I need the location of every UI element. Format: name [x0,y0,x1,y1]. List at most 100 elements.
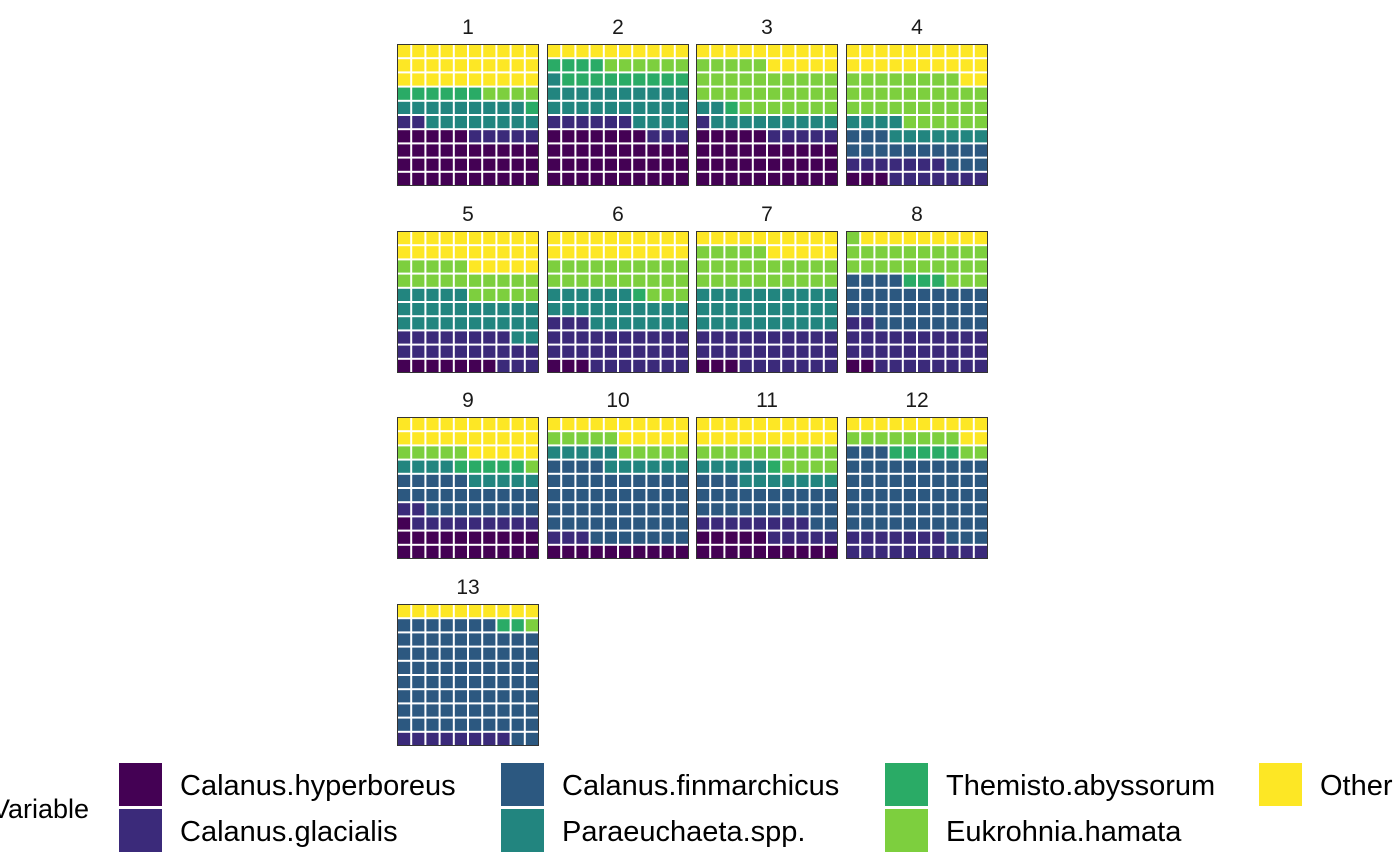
waffle-cell [483,116,496,129]
waffle-cell [483,704,496,717]
waffle-cell [861,288,874,301]
panel-border [547,44,689,186]
waffle-cell [889,274,902,287]
waffle-cell [824,503,837,516]
waffle-cell [918,503,931,516]
waffle-cell [633,489,646,502]
waffle-cell [562,172,575,185]
waffle-cell [697,232,710,245]
waffle-cell [861,45,874,58]
waffle-cell [847,158,860,171]
waffle-cell [576,232,589,245]
waffle-cell [960,274,973,287]
waffle-cell [974,246,987,259]
legend-label: Eukrohnia.hamata [946,816,1182,848]
waffle-cell [633,474,646,487]
waffle-cell [576,288,589,301]
waffle-cell [548,460,561,473]
waffle-cell [974,158,987,171]
waffle-cell [960,359,973,372]
waffle-cell [590,260,603,273]
waffle-cell [918,474,931,487]
waffle-cell [619,87,632,100]
waffle-cell [633,260,646,273]
waffle-cell [810,116,823,129]
waffle-cell [861,303,874,316]
waffle-cell [753,345,766,358]
waffle-cell [525,246,538,259]
waffle-cell [918,130,931,143]
waffle-cell [647,331,660,344]
waffle-cell [576,446,589,459]
waffle-cell [675,59,688,72]
waffle-cell [633,317,646,330]
waffle-cell [739,345,752,358]
waffle-cell [398,517,411,530]
waffle-cell [576,545,589,558]
waffle-cell [525,503,538,516]
legend-item: Paraeuchaeta.spp. [501,809,805,852]
waffle-cell [861,489,874,502]
waffle-cell [903,288,916,301]
panel-1: 1 [397,16,539,186]
waffle-cell [469,545,482,558]
waffle-cell [511,647,524,660]
waffle-cell [497,116,510,129]
waffle-cell [562,130,575,143]
waffle-cell [782,545,795,558]
waffle-cell [576,116,589,129]
waffle-cell [960,246,973,259]
waffle-cell [604,517,617,530]
waffle-cell [661,531,674,544]
waffle-cell [875,45,888,58]
waffle-cell [398,274,411,287]
waffle-cell [440,545,453,558]
waffle-cell [562,232,575,245]
waffle-cell [796,101,809,114]
waffle-cell [782,260,795,273]
waffle-cell [675,489,688,502]
waffle-cell [974,503,987,516]
waffle-cell [590,232,603,245]
waffle-cell [889,317,902,330]
waffle-cell [824,460,837,473]
waffle-cell [753,418,766,431]
waffle-cell [661,73,674,86]
waffle-cell [440,59,453,72]
waffle-cell [483,144,496,157]
waffle-cell [562,545,575,558]
waffle-cell [932,303,945,316]
waffle-cell [454,274,467,287]
waffle-cell [711,345,724,358]
waffle-cell [398,676,411,689]
waffle-cell [875,274,888,287]
waffle-cell [440,418,453,431]
legend-key [501,809,544,852]
waffle-cell [824,303,837,316]
waffle-cell [711,517,724,530]
waffle-cell [483,605,496,618]
waffle-cell [918,59,931,72]
waffle-cell [810,460,823,473]
waffle-cell [619,517,632,530]
waffle-cell [932,116,945,129]
waffle-cell [469,101,482,114]
panel-title: 1 [462,16,474,39]
waffle-cell [739,59,752,72]
waffle-cell [562,446,575,459]
waffle-cell [412,619,425,632]
waffle-cell [398,73,411,86]
waffle-cell [619,260,632,273]
waffle-cell [711,144,724,157]
waffle-cell [412,432,425,445]
waffle-cell [974,418,987,431]
waffle-cell [562,45,575,58]
waffle-cell [847,232,860,245]
waffle-cell [398,116,411,129]
waffle-cell [824,87,837,100]
waffle-cell [619,303,632,316]
waffle-cell [440,317,453,330]
panel-9: 9 [397,389,539,559]
waffle-cell [548,359,561,372]
waffle-cell [875,158,888,171]
